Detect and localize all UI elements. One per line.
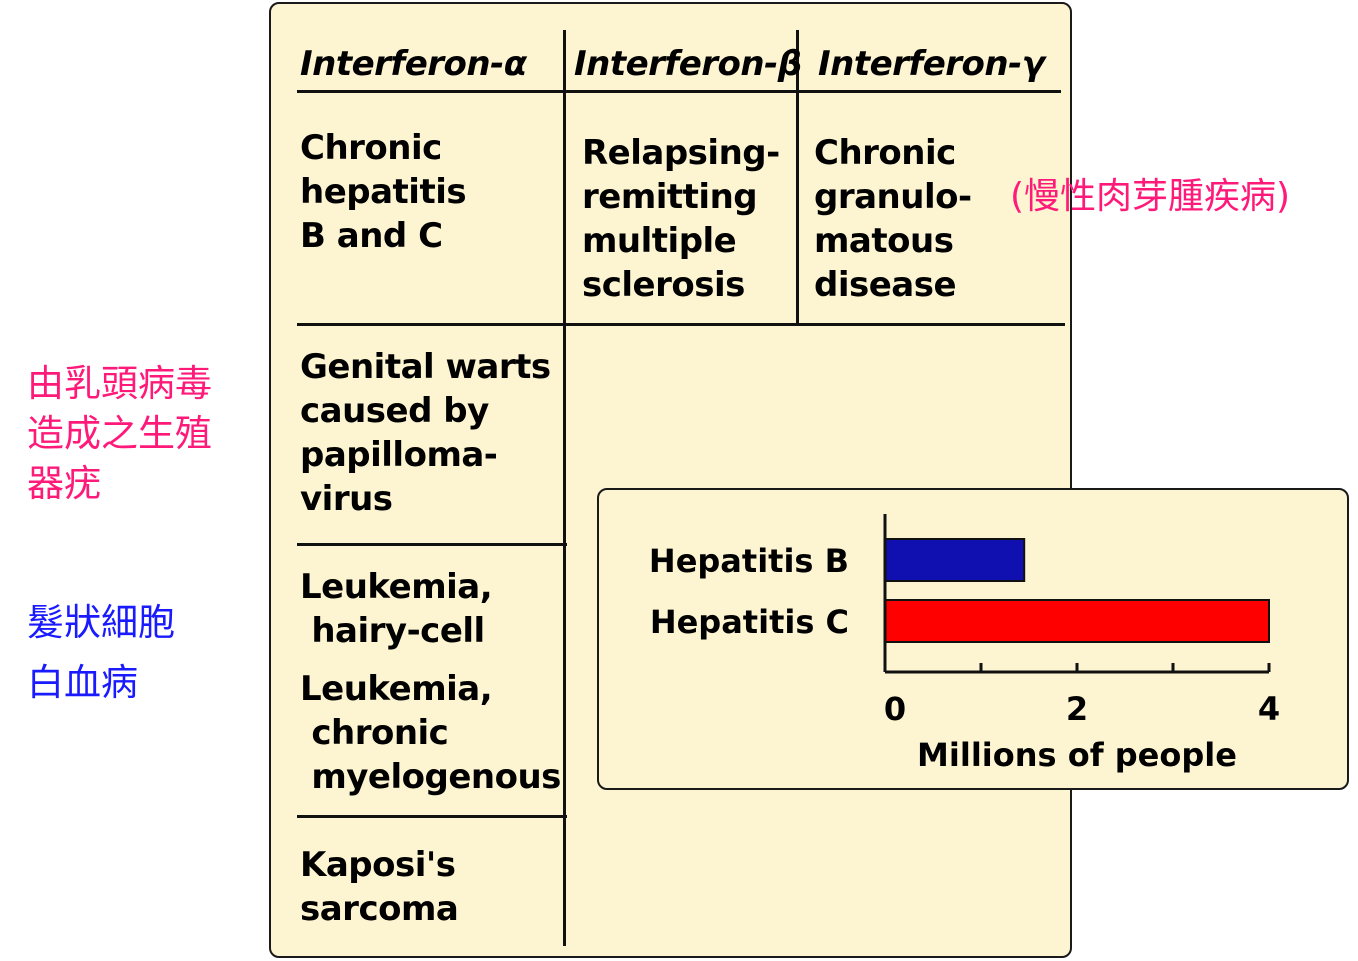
- interferon-table-panel: [269, 2, 1072, 958]
- cell-genital-warts: Genital warts caused by papilloma- virus: [300, 347, 551, 519]
- header-interferon-alpha: Interferon-α: [300, 44, 527, 84]
- bar-hepatitis-c: [884, 599, 1270, 643]
- header-interferon-beta: Interferon-β: [574, 44, 802, 84]
- cell-leukemia-chronic-myelogenous: Leukemia, chronic myelogenous: [300, 669, 561, 797]
- hepatitis-bar-chart: Hepatitis B Hepatitis C 0 2 4 Millions of peo…: [649, 514, 1280, 774]
- x-tick-label-2: 2: [1066, 690, 1088, 728]
- cell-kaposis-sarcoma: Kaposi's sarcoma: [300, 845, 459, 929]
- category-label-hepatitis-c: Hepatitis C: [650, 603, 849, 641]
- x-axis-label: Millions of people: [917, 736, 1237, 774]
- column-divider-alpha-beta: [563, 30, 566, 946]
- cell-multiple-sclerosis: Relapsing- remitting multiple sclerosis: [582, 133, 780, 305]
- bar-hepatitis-b: [884, 538, 1026, 582]
- header-interferon-gamma: Interferon-γ: [818, 44, 1045, 84]
- cell-chronic-hepatitis: Chronic hepatitis B and C: [300, 128, 467, 256]
- cell-leukemia-hairy-cell: Leukemia, hairy-cell: [300, 567, 493, 651]
- column-divider-beta-gamma: [796, 30, 799, 324]
- x-tick-label-4: 4: [1258, 690, 1280, 728]
- x-tick-label-0: 0: [884, 690, 906, 728]
- row-divider-1: [297, 323, 1065, 326]
- note-gamma-translation: (慢性肉芽腫疾病): [1010, 176, 1291, 217]
- note-leukemia-translation: 髮狀細胞 白血病: [27, 601, 175, 704]
- header-divider: [297, 90, 1061, 93]
- row-divider-3: [297, 815, 567, 818]
- note-warts-translation: 由乳頭病毒 造成之生殖 器疣: [27, 362, 212, 505]
- category-label-hepatitis-b: Hepatitis B: [649, 542, 849, 580]
- cell-granulomatous-disease: Chronic granulo- matous disease: [814, 133, 972, 305]
- row-divider-2: [297, 543, 567, 546]
